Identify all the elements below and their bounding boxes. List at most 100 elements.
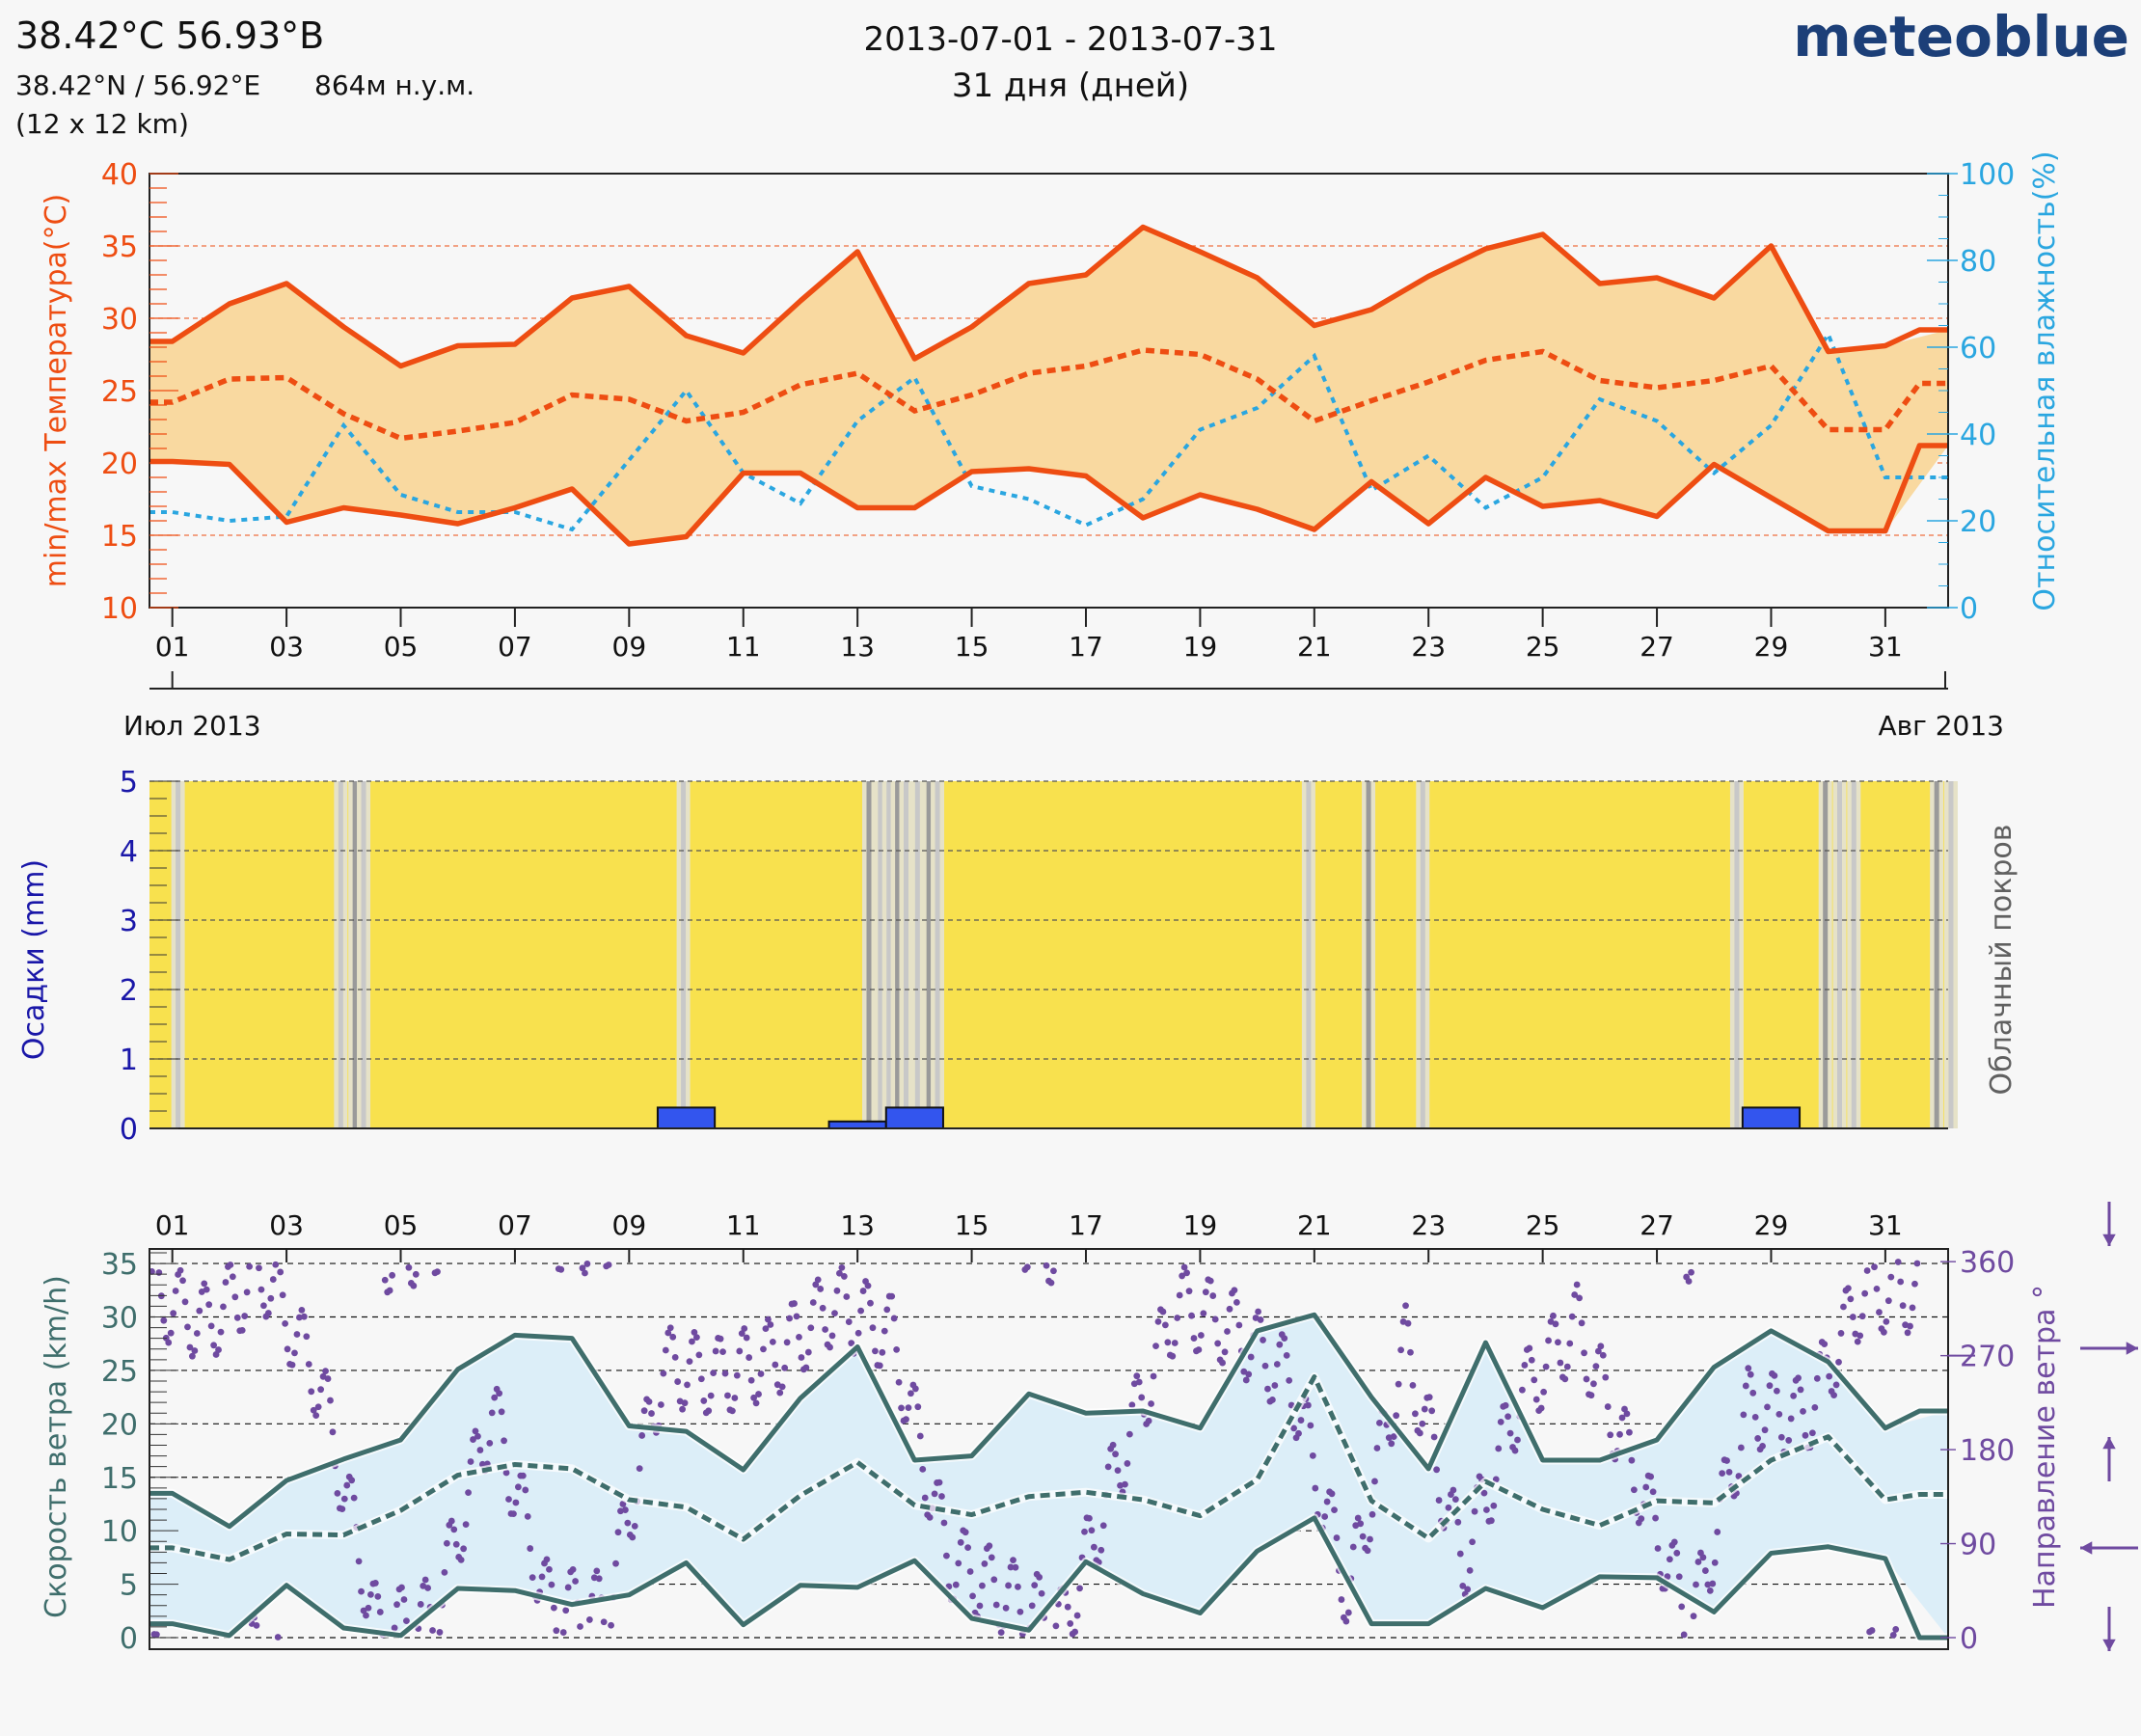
wind-direction-dot	[1623, 1410, 1631, 1418]
wind-direction-dot	[695, 1351, 703, 1359]
temperature-series	[149, 224, 1948, 547]
wind-direction-dot	[1209, 1292, 1217, 1299]
wind-direction-dot	[1583, 1375, 1590, 1383]
wind-direction-dot	[1247, 1353, 1255, 1361]
wind-direction-dot	[1526, 1344, 1533, 1352]
wind-direction-dot	[572, 1578, 579, 1585]
wind-direction-dot	[1359, 1533, 1367, 1540]
wind-direction-dot	[1016, 1608, 1024, 1615]
wind-direction-dot	[398, 1584, 405, 1591]
wind-direction-dot	[1064, 1603, 1071, 1611]
wind-direction-dot	[895, 1378, 903, 1386]
day-tick-label: 21	[1297, 631, 1332, 663]
wind-direction-dot	[1521, 1362, 1529, 1369]
wind-direction-dot	[836, 1269, 843, 1277]
wind-min-line	[149, 1515, 1948, 1641]
wind-direction-dot	[1775, 1410, 1783, 1418]
wind-direction-dot	[921, 1494, 929, 1502]
wind-direction-dot	[1407, 1348, 1414, 1356]
wind-direction-dot	[562, 1607, 570, 1614]
wind-direction-dot	[348, 1477, 356, 1484]
wind-direction-dot	[843, 1293, 851, 1300]
wind-range-band	[149, 1315, 1948, 1638]
wind-direction-dot	[660, 1370, 667, 1377]
wind-direction-dot	[881, 1327, 888, 1335]
wind-direction-dot	[1264, 1385, 1271, 1393]
wind-direction-dot	[496, 1390, 503, 1397]
wind-direction-dot	[305, 1361, 312, 1368]
wind-direction-dot	[1497, 1418, 1504, 1425]
wind-direction-dot	[1309, 1451, 1316, 1459]
wind-direction-dot	[260, 1302, 267, 1310]
precipitation-gridlines	[149, 780, 1948, 1060]
wind-direction-dot	[1295, 1429, 1302, 1437]
wind-direction-dot	[1495, 1445, 1503, 1452]
wind-direction-dot	[979, 1582, 986, 1589]
wind-direction-dot	[612, 1560, 619, 1567]
wind-direction-dot	[1777, 1433, 1785, 1441]
wind-direction-dot	[1856, 1332, 1864, 1340]
wind-direction-dot	[916, 1432, 924, 1440]
wind-direction-dot	[512, 1499, 520, 1506]
wind-direction-dot	[267, 1294, 275, 1302]
elevation: 864м н.у.м.	[314, 69, 474, 101]
wind-direction-dot	[1112, 1451, 1119, 1458]
wind-direction-dot	[550, 1604, 557, 1612]
wind-direction-dot	[334, 1489, 341, 1497]
wind-direction-dot	[1795, 1374, 1802, 1382]
meteoblue-logo: meteoblue	[1793, 4, 2129, 69]
wind-day-tick-label: 13	[840, 1209, 875, 1241]
wind-direction-dot	[838, 1264, 846, 1271]
wind-direction-dot	[781, 1364, 789, 1371]
wind-direction-dot	[1221, 1348, 1229, 1356]
wind-direction-dot	[1164, 1339, 1172, 1346]
wind-direction-dot	[679, 1405, 686, 1413]
wind-direction-dot	[1397, 1346, 1405, 1354]
wind-direction-dot	[1492, 1476, 1500, 1483]
wind-direction-dot	[893, 1345, 901, 1353]
wind-direction-dot	[828, 1332, 836, 1340]
wind-direction-dot	[303, 1333, 311, 1341]
wind-direction-dot	[1537, 1404, 1545, 1412]
cloud-band-core	[926, 781, 932, 1128]
wind-direction-dot	[585, 1616, 593, 1623]
wind-direction-dot	[1680, 1631, 1688, 1639]
wind-direction-dot	[389, 1271, 396, 1279]
wind-direction-dot	[1666, 1556, 1673, 1563]
wind-direction-dot	[1863, 1267, 1871, 1274]
wind-direction-dot	[1344, 1609, 1352, 1616]
wind-direction-dot	[638, 1432, 646, 1439]
wind-direction-dot	[1211, 1316, 1219, 1323]
wind-direction-dot	[640, 1407, 648, 1415]
wind-direction-dot	[666, 1324, 674, 1332]
wind-direction-dot	[310, 1406, 317, 1414]
wind-direction-dot	[1038, 1589, 1045, 1597]
wind-direction-dot	[767, 1321, 774, 1328]
wind-direction-dot	[1913, 1260, 1921, 1267]
wind-direction-dot	[1321, 1513, 1329, 1520]
wind-direction-dot	[1328, 1490, 1336, 1498]
wind-direction-dot	[381, 1276, 389, 1284]
grid-size: (12 x 12 km)	[15, 108, 189, 140]
cloud-band-core	[903, 781, 908, 1128]
wind-direction-dot	[1531, 1376, 1538, 1384]
wind-direction-dot	[707, 1392, 715, 1399]
wind-direction-dot	[1761, 1426, 1769, 1434]
day-tick-label: 01	[155, 631, 190, 663]
wind-direction-dot	[724, 1392, 731, 1399]
wind-direction-dot	[564, 1584, 572, 1591]
wind-direction-dot	[1388, 1440, 1396, 1448]
wind-direction-dot	[964, 1544, 972, 1552]
wind-direction-dot	[1122, 1480, 1128, 1488]
wind-direction-dot	[582, 1269, 588, 1277]
wind-direction-dot	[1206, 1277, 1214, 1285]
wind-direction-dot	[400, 1596, 408, 1603]
wind-direction-dot	[1138, 1394, 1146, 1401]
wind-direction-dot	[1502, 1401, 1509, 1409]
wind-direction-dot	[721, 1370, 729, 1377]
wind-direction-dot	[1616, 1430, 1623, 1438]
wind-direction-dot	[324, 1375, 332, 1382]
cloud-band-core	[1823, 781, 1829, 1128]
wind-direction-dot	[1649, 1488, 1657, 1496]
